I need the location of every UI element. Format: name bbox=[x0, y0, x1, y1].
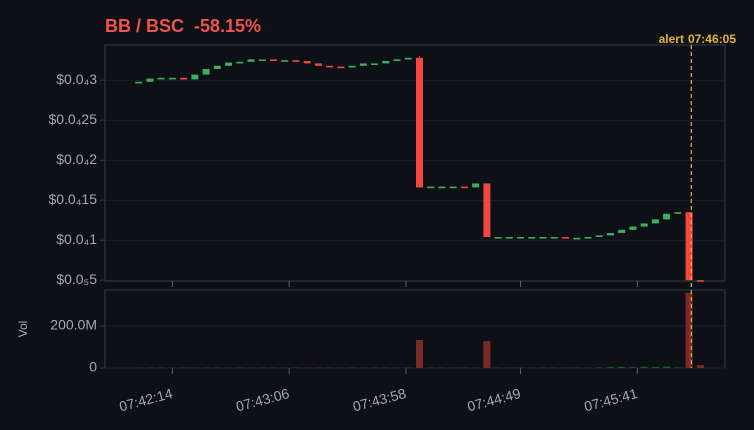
candle-body bbox=[438, 186, 446, 189]
y2-tick-label: 200.0M bbox=[50, 317, 97, 333]
candle-body bbox=[573, 237, 581, 240]
candle-body bbox=[640, 223, 648, 227]
volume-bar bbox=[651, 366, 659, 368]
volume-bar bbox=[618, 366, 626, 368]
candle-body bbox=[618, 229, 626, 233]
y-tick-label: $0.0₅5 bbox=[56, 271, 97, 287]
volume-bar bbox=[663, 366, 671, 368]
candle-body bbox=[348, 65, 356, 68]
candle-body bbox=[550, 237, 558, 239]
chart-title: BB / BSC -58.15% bbox=[105, 16, 261, 36]
volume-bar bbox=[674, 367, 682, 368]
candle-body bbox=[629, 226, 637, 230]
volume-bar bbox=[606, 367, 614, 368]
candle-body bbox=[180, 77, 188, 80]
candle-body bbox=[539, 237, 547, 239]
y-tick-label: $0.0₄1 bbox=[56, 231, 97, 247]
candle-body bbox=[371, 63, 379, 65]
candle-body bbox=[269, 59, 277, 61]
candle-body bbox=[247, 59, 255, 62]
candle-body bbox=[494, 237, 502, 239]
volume-axis-label: Vol bbox=[16, 321, 30, 338]
y2-tick-label: 0 bbox=[89, 359, 97, 375]
candle-body bbox=[415, 57, 423, 188]
candle-body bbox=[213, 65, 221, 69]
y-tick-label: $0.0₄15 bbox=[48, 191, 97, 207]
candle-body bbox=[202, 69, 210, 75]
candle-body bbox=[236, 61, 244, 64]
candle-body bbox=[472, 183, 480, 188]
candle-body bbox=[225, 62, 233, 66]
alert-text: alert bbox=[659, 32, 684, 46]
candle-body bbox=[393, 59, 401, 61]
volume-bar bbox=[696, 365, 704, 368]
candle-body bbox=[281, 60, 289, 62]
y-tick-label: $0.0₄3 bbox=[56, 71, 97, 87]
candle-body bbox=[696, 280, 704, 282]
volume-bar bbox=[640, 366, 648, 368]
candle-body bbox=[382, 61, 390, 64]
volume-bar bbox=[685, 292, 693, 368]
y-tick-label: $0.0₄25 bbox=[48, 111, 97, 127]
candle-body bbox=[326, 65, 334, 68]
candle-body bbox=[135, 81, 143, 84]
candle-body bbox=[674, 212, 682, 214]
candle-body bbox=[191, 74, 199, 80]
volume-bar bbox=[595, 367, 603, 368]
candle-body bbox=[157, 77, 165, 80]
candle-body bbox=[595, 235, 603, 237]
candle-body bbox=[427, 186, 435, 189]
alert-time: 07:46:05 bbox=[688, 32, 736, 46]
candle-body bbox=[483, 183, 491, 237]
candle-body bbox=[314, 63, 322, 66]
candle-body bbox=[258, 59, 266, 61]
candle-body bbox=[460, 186, 468, 189]
candle-body bbox=[651, 219, 659, 224]
volume-bar bbox=[629, 367, 637, 368]
candle-body bbox=[584, 237, 592, 239]
alert-label: alert 07:46:05 bbox=[659, 32, 737, 46]
candle-body bbox=[517, 237, 525, 239]
candle-body bbox=[168, 77, 176, 80]
y-tick-label: $0.0₄2 bbox=[56, 151, 97, 167]
candle-body bbox=[303, 61, 311, 64]
candle-body bbox=[505, 237, 513, 239]
candle-body bbox=[606, 233, 614, 236]
candle-body bbox=[146, 78, 154, 82]
candle-body bbox=[449, 186, 457, 189]
price-panel bbox=[104, 44, 726, 282]
candle-body bbox=[562, 237, 570, 239]
candle-body bbox=[337, 66, 345, 69]
candle-body bbox=[685, 212, 693, 281]
candle-body bbox=[359, 63, 367, 66]
candle-body bbox=[663, 213, 671, 220]
candle-body bbox=[528, 237, 536, 239]
volume-bar bbox=[483, 341, 491, 368]
candle-body bbox=[292, 60, 300, 62]
volume-bar bbox=[415, 340, 423, 368]
candle-body bbox=[404, 57, 412, 60]
